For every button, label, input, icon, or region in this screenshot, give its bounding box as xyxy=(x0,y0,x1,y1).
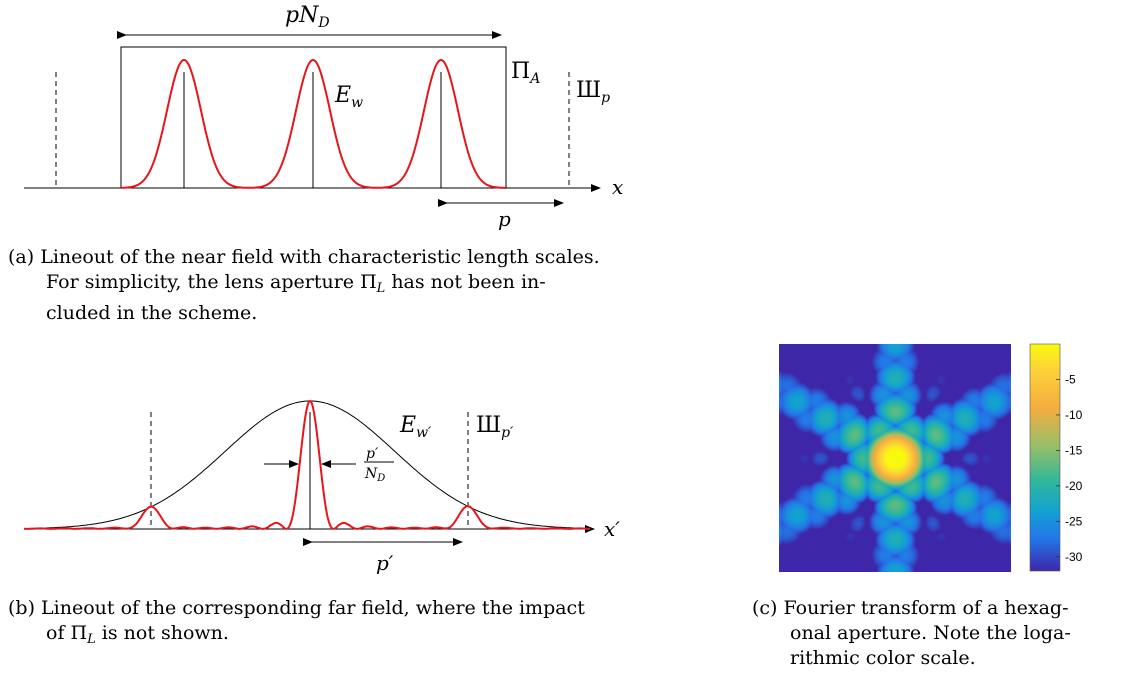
colorbar: -5 -10 -15 -20 -25 -30 xyxy=(1029,343,1083,572)
comb-label-b: Шp′ xyxy=(476,413,514,441)
colorbar-tick-label: -15 xyxy=(1065,443,1083,457)
field-label: Ew xyxy=(334,83,363,111)
period-label: p xyxy=(498,207,511,230)
envelope-curve xyxy=(23,400,590,530)
near-field-curve xyxy=(120,58,506,189)
panel-b-diagram: Ew′ Шp′ p′ ND x′ p′ xyxy=(23,399,620,575)
colorbar-tick-label: -5 xyxy=(1065,372,1076,386)
colorbar-tick-label: -20 xyxy=(1065,479,1083,493)
caption-c: (c) Fourier transform of a hexag- onal a… xyxy=(752,597,1071,669)
comb-label: Шp xyxy=(576,78,610,106)
period-label-b: p′ xyxy=(376,551,394,575)
colorbar-tick-label: -10 xyxy=(1065,408,1083,422)
fourier-heatmap xyxy=(779,344,1011,572)
caption-b: (b) Lineout of the corresponding far fie… xyxy=(8,597,585,647)
frac-numerator: p′ xyxy=(366,446,379,462)
colorbar-gradient xyxy=(1029,343,1061,572)
colorbar-tick-label: -30 xyxy=(1065,550,1083,564)
far-field-curve xyxy=(23,399,590,530)
colorbar-tick-label: -25 xyxy=(1065,514,1083,528)
envelope-label: Ew′ xyxy=(399,413,432,441)
aperture-label: ΠA xyxy=(511,59,540,87)
panel-a-diagram: pND Ew ΠA Шp x p xyxy=(24,3,623,230)
caption-a: (a) Lineout of the near field with chara… xyxy=(8,246,600,324)
axis-label-b: x′ xyxy=(604,517,620,541)
frac-denominator: ND xyxy=(364,466,385,484)
axis-label: x xyxy=(612,175,623,199)
top-width-label: pND xyxy=(285,3,330,31)
